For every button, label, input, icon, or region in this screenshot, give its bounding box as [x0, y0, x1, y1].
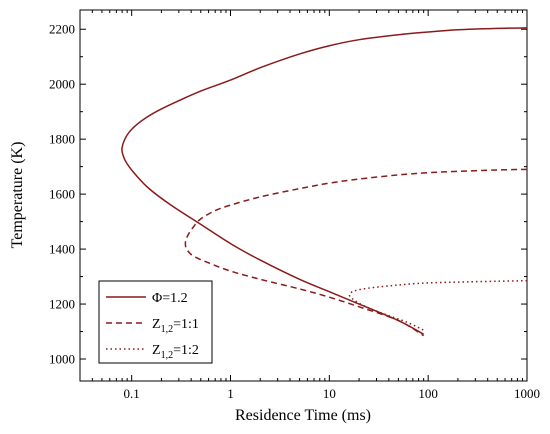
series-layer — [121, 27, 528, 337]
series-line-2 — [184, 168, 528, 337]
y-axis-label: Temperature (K) — [9, 142, 26, 249]
x-axis-label: Residence Time (ms) — [235, 407, 371, 424]
y-tick-label: 1400 — [49, 242, 75, 257]
y-tick-label: 1600 — [49, 187, 75, 202]
legend-label-1: Φ=1.2 — [152, 291, 188, 306]
y-tick-label: 1200 — [49, 297, 75, 312]
y-tick-label: 1000 — [49, 352, 75, 367]
legend-label-rest: =1:2 — [173, 343, 199, 358]
x-tick-label: 1 — [227, 386, 234, 401]
legend-label-3: Z1,2=1:2 — [152, 343, 199, 361]
legend-label-subscript: 1,2 — [161, 324, 174, 335]
x-tick-label: 10 — [323, 386, 336, 401]
legend-label-rest: =1:1 — [173, 317, 199, 332]
x-tick-label: 100 — [418, 386, 438, 401]
legend: Φ=1.2Z1,2=1:1Z1,2=1:2 — [98, 280, 213, 364]
x-tick-label: 0.1 — [124, 386, 140, 401]
series-line-3 — [348, 279, 528, 331]
x-tick-label: 1000 — [514, 386, 540, 401]
legend-label-subscript: 1,2 — [161, 350, 174, 361]
series-line-1 — [121, 27, 528, 335]
plot-frame — [79, 9, 528, 382]
y-tick-label: 2000 — [49, 77, 75, 92]
y-axis-ticks: 1000 1200 1400 1600 1800 2000 2200 — [49, 22, 527, 367]
y-tick-label: 1800 — [49, 132, 75, 147]
legend-label-name: Z — [152, 343, 161, 358]
legend-label-name: Z — [152, 317, 161, 332]
legend-box — [98, 280, 213, 364]
y-tick-label: 2200 — [49, 22, 75, 37]
legend-label-2: Z1,2=1:1 — [152, 317, 199, 335]
legend-label-name: Φ=1.2 — [152, 291, 188, 306]
x-axis-ticks: 0.1 1 10 100 1000 — [79, 10, 540, 401]
